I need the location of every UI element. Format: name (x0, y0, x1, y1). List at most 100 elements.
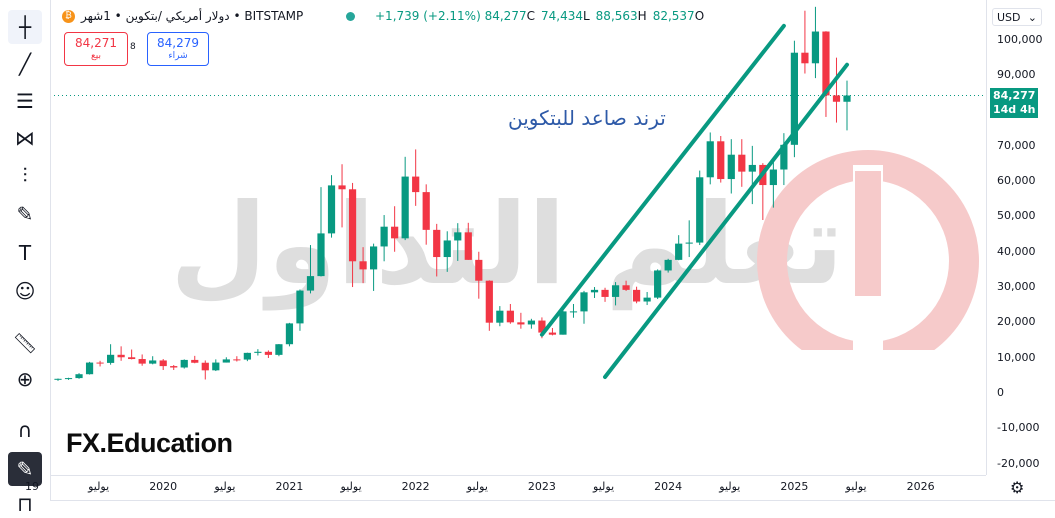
candle[interactable] (201, 360, 209, 380)
candle[interactable] (622, 280, 630, 291)
candle[interactable] (433, 223, 441, 277)
candle[interactable] (327, 175, 336, 238)
trendline-icon[interactable]: ╱ (18, 52, 32, 76)
candle[interactable] (180, 359, 188, 369)
lock-icon[interactable]: ⊓ (17, 492, 33, 516)
magnet-icon[interactable]: ∩ (17, 418, 33, 442)
candle[interactable] (454, 223, 462, 261)
ruler-icon[interactable]: 📏︎ (12, 331, 38, 355)
price-chart[interactable] (0, 0, 986, 475)
candle[interactable] (128, 349, 136, 360)
sell-button[interactable]: 84,271 بيع (64, 32, 128, 66)
brush-icon[interactable]: ✎ (16, 202, 34, 226)
candle[interactable] (306, 245, 315, 294)
candle[interactable] (748, 145, 756, 205)
candle[interactable] (822, 31, 830, 117)
candle[interactable] (633, 286, 641, 304)
candle[interactable] (801, 10, 809, 74)
candle[interactable] (159, 359, 167, 370)
candle[interactable] (191, 355, 199, 364)
trendline-upper-channel[interactable] (539, 23, 786, 337)
candle[interactable] (64, 377, 73, 380)
price-axis[interactable] (986, 0, 1055, 475)
currency-selector[interactable]: USD ⌄ (992, 8, 1042, 26)
candle[interactable] (506, 303, 514, 324)
candle[interactable] (738, 139, 746, 187)
emoji-icon[interactable]: ☺ (14, 279, 36, 303)
candle[interactable] (380, 215, 388, 262)
candle[interactable] (359, 247, 367, 284)
candle[interactable] (832, 57, 841, 123)
candle[interactable] (96, 360, 104, 367)
candle-body (233, 359, 241, 361)
candle[interactable] (254, 349, 262, 356)
candle[interactable] (222, 357, 230, 363)
candle[interactable] (296, 289, 304, 331)
x-tick-label: 2020 (149, 480, 178, 493)
candle[interactable] (443, 231, 451, 272)
candle[interactable] (391, 206, 399, 252)
candle[interactable] (233, 356, 241, 362)
candle[interactable] (464, 222, 472, 260)
candle[interactable] (54, 378, 62, 381)
candle[interactable] (675, 235, 683, 261)
candle[interactable] (769, 158, 777, 208)
candle[interactable] (643, 291, 651, 306)
symbol-header[interactable]: ₿ دولار أمريكي /بتكوين • 1شهر • BITSTAMP (62, 6, 303, 26)
candle[interactable] (422, 184, 430, 245)
candle[interactable] (527, 318, 535, 329)
candle[interactable] (843, 80, 851, 131)
candle[interactable] (275, 344, 283, 357)
settings-icon[interactable]: ⚙ (1010, 478, 1025, 497)
candle[interactable] (548, 327, 557, 336)
candle[interactable] (706, 132, 714, 185)
candle[interactable] (611, 282, 620, 306)
candle[interactable] (285, 322, 294, 347)
candle[interactable] (170, 365, 178, 370)
candle[interactable] (811, 6, 820, 79)
candle[interactable] (664, 258, 672, 273)
candle[interactable] (149, 356, 157, 365)
candle[interactable] (212, 359, 220, 372)
candle[interactable] (780, 133, 788, 186)
candle[interactable] (790, 40, 798, 158)
candle[interactable] (243, 352, 251, 362)
lock-drawing-icon[interactable]: ✎ (8, 452, 42, 486)
forecast-icon[interactable]: ⫶ (22, 163, 28, 187)
candle-body (327, 185, 336, 234)
candle[interactable] (348, 182, 357, 288)
candle[interactable] (338, 164, 346, 228)
candle[interactable] (685, 220, 693, 258)
candle[interactable] (696, 170, 704, 246)
candle[interactable] (475, 251, 483, 299)
candle[interactable] (496, 306, 504, 327)
candle[interactable] (559, 308, 567, 335)
candle[interactable] (412, 149, 420, 206)
candle[interactable] (107, 344, 115, 365)
candle[interactable] (485, 280, 493, 331)
candle[interactable] (717, 135, 725, 183)
text-icon[interactable]: T (18, 241, 32, 265)
candle[interactable] (580, 290, 588, 324)
candle[interactable] (85, 361, 94, 375)
candle[interactable] (75, 373, 83, 379)
candle[interactable] (264, 350, 272, 358)
candle[interactable] (590, 287, 599, 298)
candle[interactable] (601, 287, 609, 302)
pattern-icon[interactable]: ⋈ (15, 126, 35, 150)
candle[interactable] (654, 269, 662, 300)
trendline-lower-channel[interactable] (603, 62, 849, 380)
candle[interactable] (317, 187, 325, 277)
candle[interactable] (370, 243, 378, 291)
candle[interactable] (727, 139, 735, 194)
candle[interactable] (569, 303, 578, 318)
buy-button[interactable]: 84,279 شراء (147, 32, 209, 66)
candle[interactable] (117, 346, 125, 361)
trend-annotation[interactable]: ترند صاعد للبتكوين (508, 106, 666, 130)
crosshair-icon[interactable]: ┼ (8, 10, 42, 44)
candle[interactable] (401, 156, 409, 241)
candle[interactable] (138, 354, 146, 366)
fib-icon[interactable]: ☰ (16, 89, 34, 113)
zoom-icon[interactable]: ⊕ (16, 367, 34, 391)
candle[interactable] (517, 312, 525, 329)
